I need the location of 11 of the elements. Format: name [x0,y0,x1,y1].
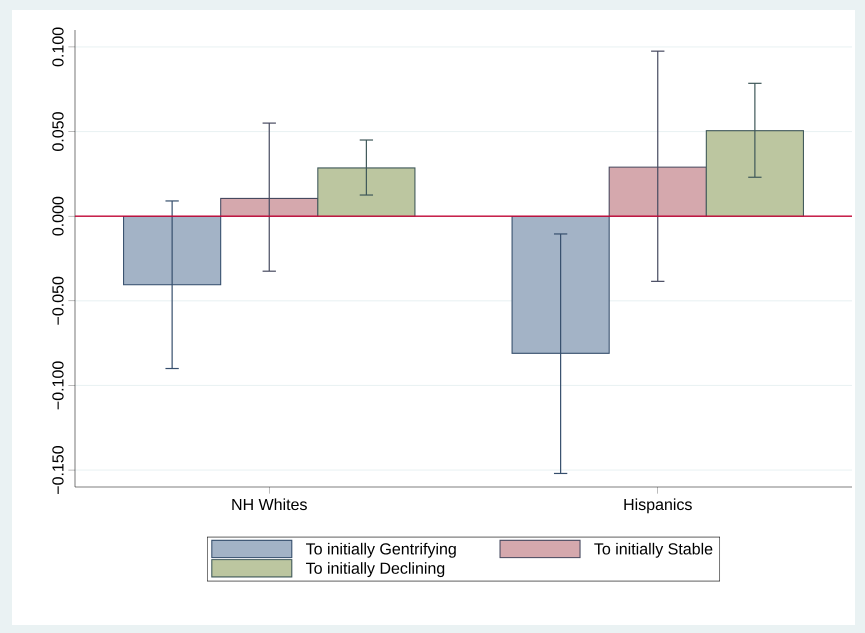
y-tick-label: 0.050 [52,112,64,151]
y-tick-label: −0.150 [52,446,64,494]
legend-label: To initially Declining [306,562,444,578]
legend-label: To initially Stable [594,542,712,558]
y-tick-label: 0.000 [52,196,64,236]
y-tick-label: −0.050 [52,276,64,325]
legend-label: To initially Gentrifying [306,542,456,558]
y-tick-label: 0.100 [52,28,64,66]
x-tick-label: NH Whites [232,498,307,510]
x-tick-label: Hispanics [624,498,692,514]
y-tick-label: −0.100 [52,361,64,410]
